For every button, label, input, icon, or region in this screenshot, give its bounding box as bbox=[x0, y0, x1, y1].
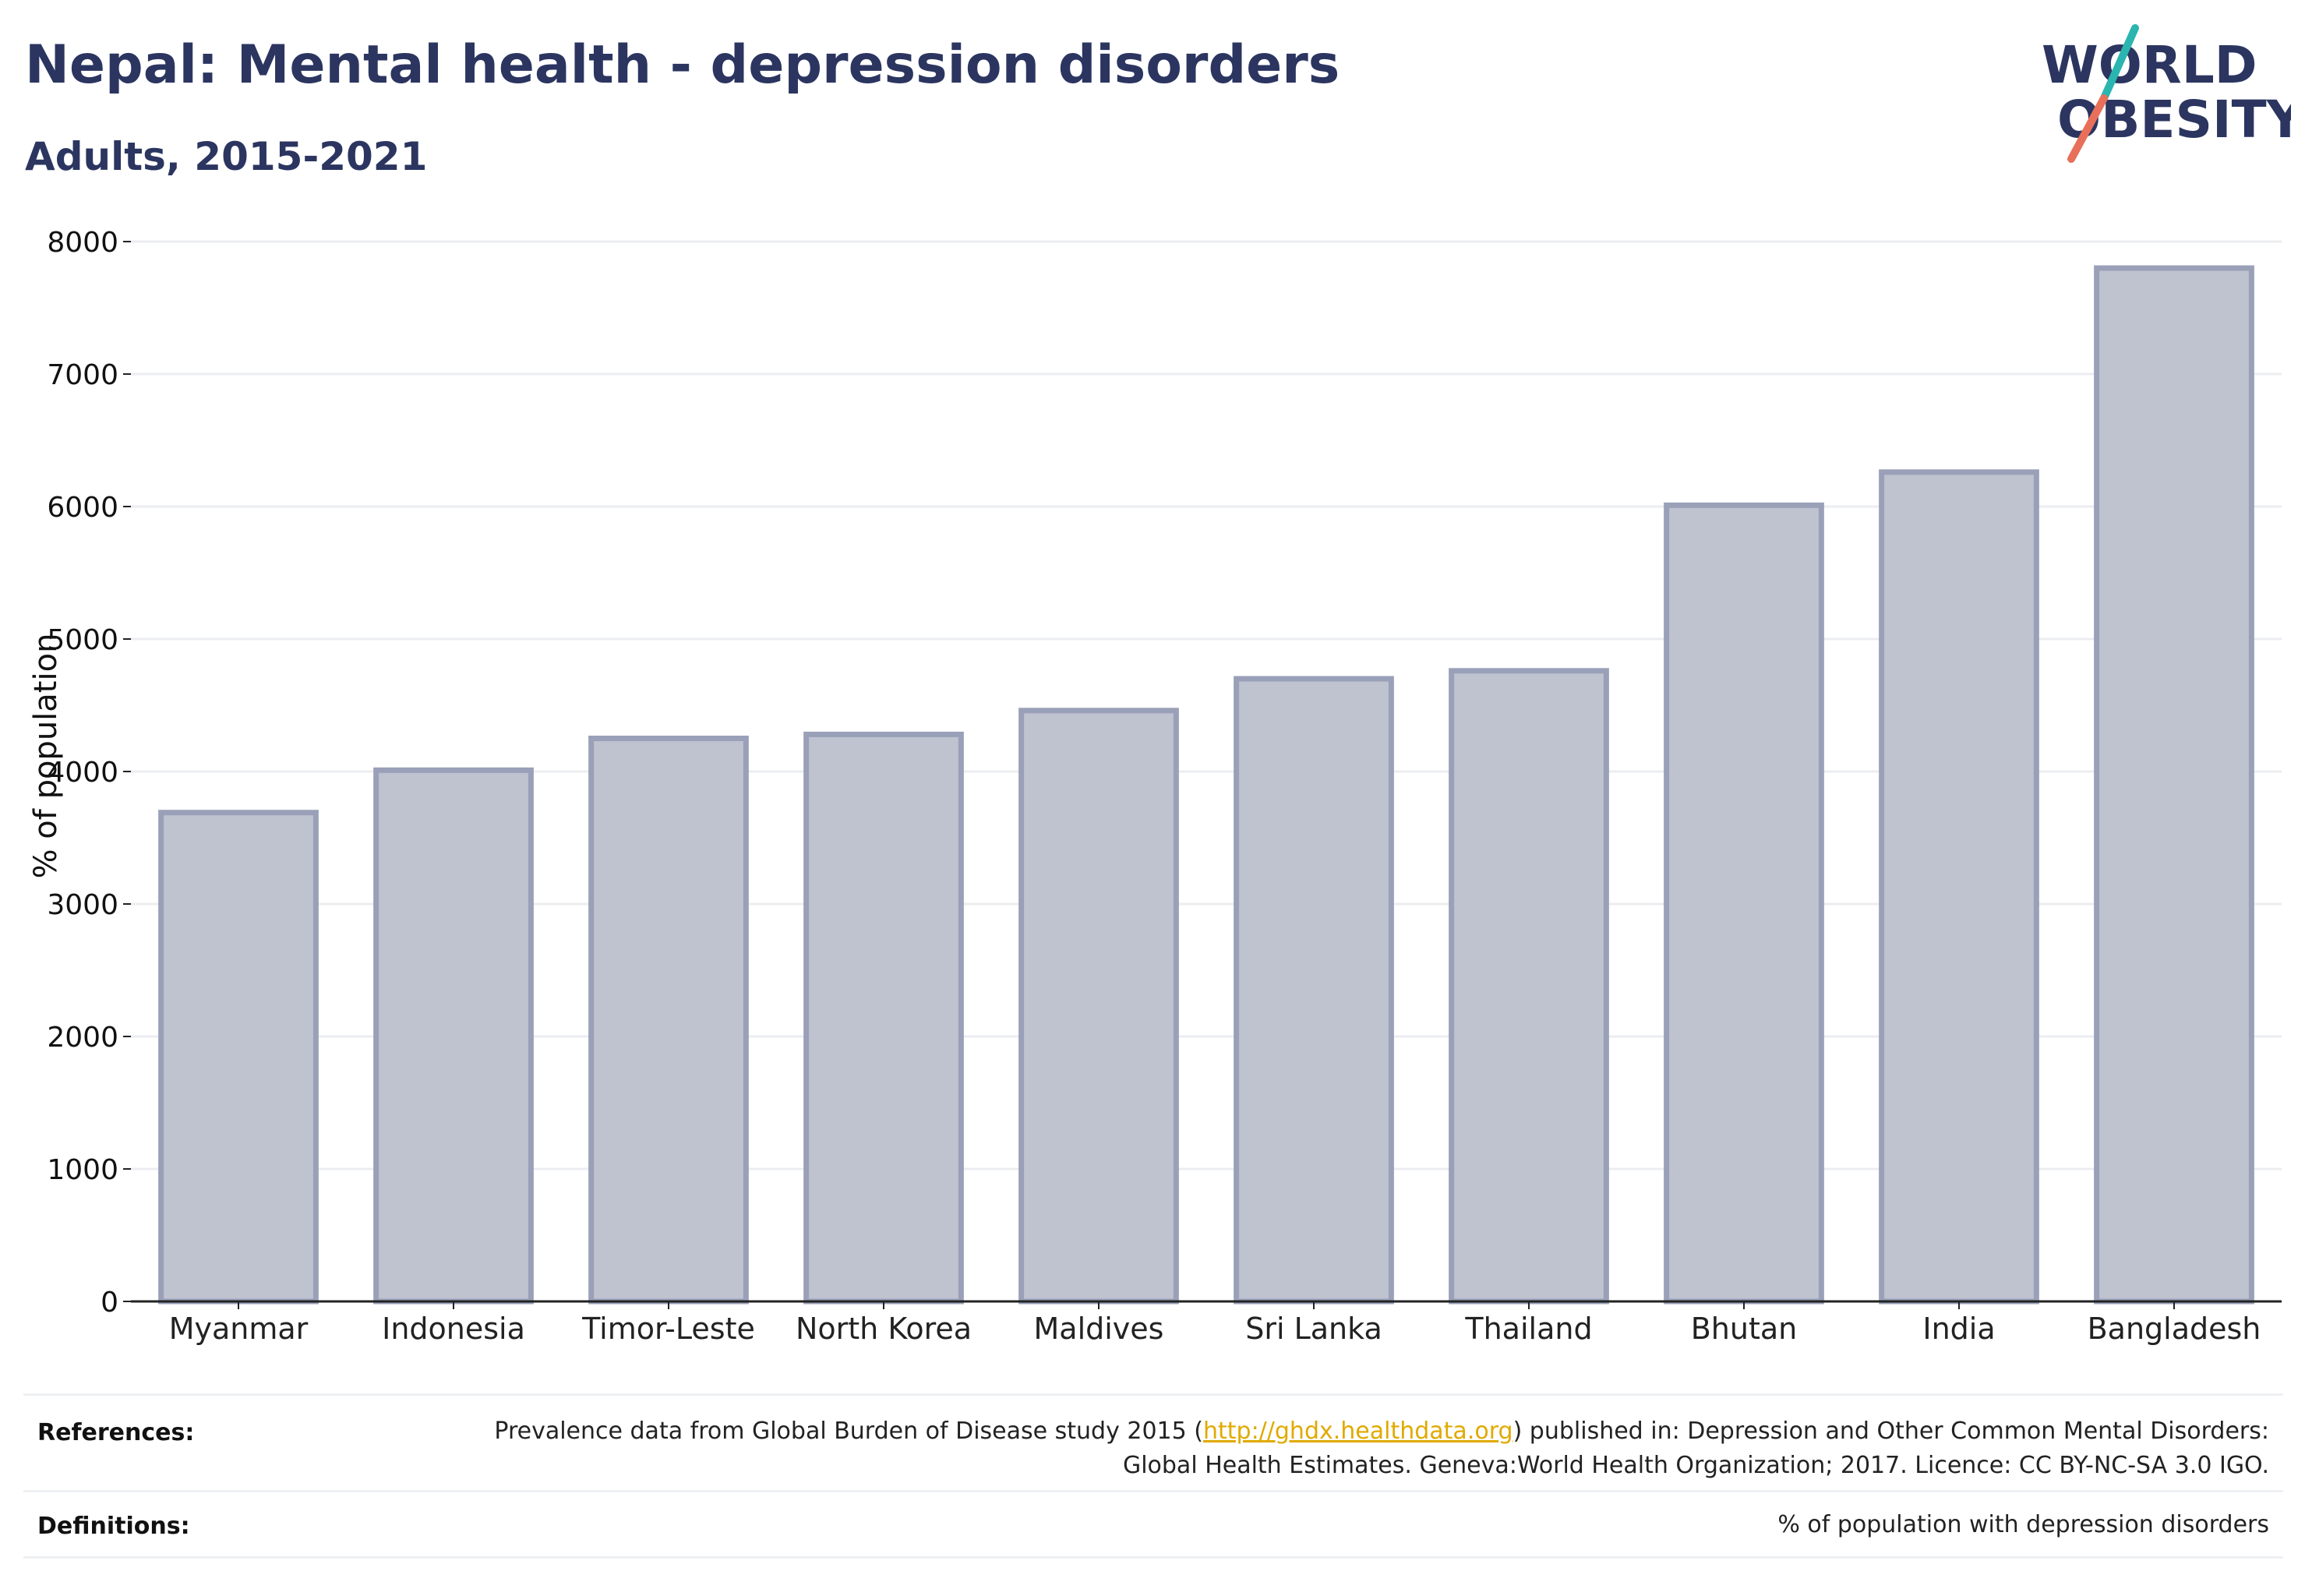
bar-bangladesh[interactable] bbox=[2094, 265, 2254, 1305]
bar-myanmar[interactable] bbox=[158, 810, 319, 1305]
references-text-before: Prevalence data from Global Burden of Di… bbox=[494, 1418, 1203, 1445]
x-tick-label: Bhutan bbox=[1691, 1312, 1798, 1346]
references-text: Prevalence data from Global Burden of Di… bbox=[477, 1414, 2269, 1483]
bar-bhutan[interactable] bbox=[1664, 502, 1824, 1305]
references-link[interactable]: http://ghdx.healthdata.org bbox=[1202, 1418, 1513, 1445]
axes: 0 1000 2000 3000 4000 5000 6000 7000 8000 Myanmar… bbox=[47, 227, 2282, 1346]
bar-chart: 0 1000 2000 3000 4000 5000 6000 7000 8000 Myanmar… bbox=[28, 227, 2282, 1346]
x-tick-label: India bbox=[1922, 1312, 1995, 1346]
y-tick-label: 2000 bbox=[47, 1022, 118, 1054]
bar-thailand[interactable] bbox=[1449, 668, 1609, 1305]
bar-indonesia[interactable] bbox=[373, 767, 534, 1305]
bar-sri-lanka[interactable] bbox=[1234, 676, 1394, 1305]
y-tick-label: 1000 bbox=[47, 1154, 118, 1186]
bars bbox=[158, 265, 2254, 1305]
references-label: References: bbox=[37, 1419, 195, 1446]
bar-north-korea[interactable] bbox=[803, 731, 964, 1305]
chart-subtitle: Adults, 2015-2021 bbox=[25, 134, 428, 179]
y-tick-label: 7000 bbox=[47, 359, 118, 391]
definitions-label: Definitions: bbox=[37, 1513, 190, 1540]
chart-title: Nepal: Mental health - depression disord… bbox=[25, 34, 1340, 96]
definitions-row: Definitions: % of population with depres… bbox=[23, 1490, 2283, 1559]
x-tick-label: North Korea bbox=[796, 1312, 972, 1346]
y-tick-label: 8000 bbox=[47, 227, 118, 259]
y-axis-label: % of population bbox=[28, 634, 64, 879]
x-tick-label: Thailand bbox=[1464, 1312, 1592, 1346]
y-tick-label: 3000 bbox=[47, 889, 118, 921]
logo-line1: WORLD bbox=[2042, 35, 2257, 95]
y-tick-label: 0 bbox=[101, 1287, 118, 1319]
definitions-text: % of population with depression disorder… bbox=[1777, 1511, 2269, 1538]
bar-timor-leste[interactable] bbox=[588, 736, 749, 1305]
x-tick-label: Myanmar bbox=[169, 1312, 309, 1346]
logo-slash-top bbox=[2100, 24, 2139, 102]
references-text-after: ) published in: Depression and Other Com… bbox=[1122, 1418, 2269, 1479]
bar-india[interactable] bbox=[1879, 469, 2039, 1305]
world-obesity-logo: WORLD OBESITY bbox=[2042, 24, 2291, 163]
x-tick-label: Indonesia bbox=[382, 1312, 525, 1346]
x-tick-label: Timor-Leste bbox=[581, 1312, 755, 1346]
references-row: References: Prevalence data from Global … bbox=[23, 1393, 2283, 1492]
y-tick-label: 4000 bbox=[47, 757, 118, 789]
x-tick-label: Sri Lanka bbox=[1245, 1312, 1382, 1346]
x-tick-label: Bangladesh bbox=[2088, 1312, 2261, 1346]
y-tick-label: 5000 bbox=[47, 624, 118, 656]
logo-slash-bottom bbox=[2067, 94, 2108, 163]
x-tick-label: Maldives bbox=[1034, 1312, 1164, 1346]
y-tick-label: 6000 bbox=[47, 492, 118, 524]
bar-maldives[interactable] bbox=[1018, 708, 1179, 1305]
